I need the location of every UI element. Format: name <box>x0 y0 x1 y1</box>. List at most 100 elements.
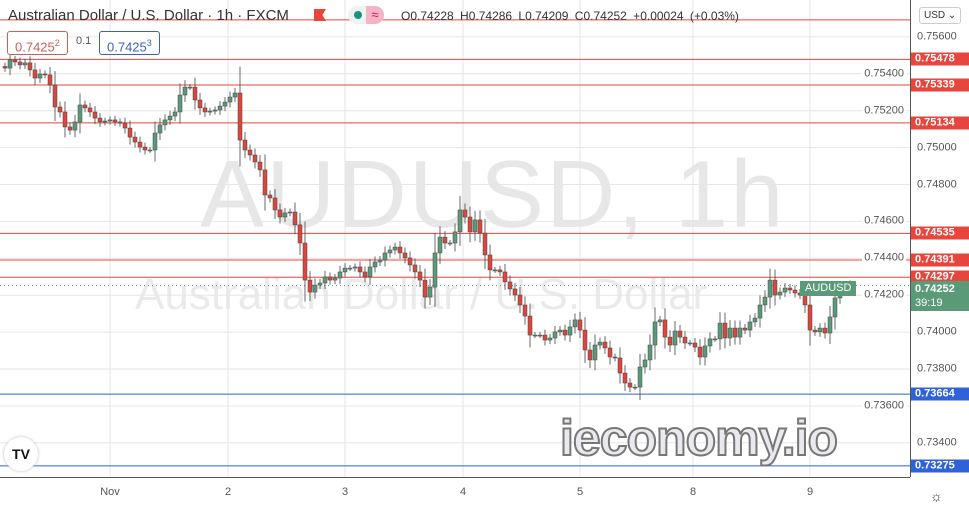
ieconomy-logo: ieconomy.io <box>559 409 839 467</box>
price-tick-label: 0.75000 <box>917 141 957 154</box>
candle-down <box>487 254 493 271</box>
bar-countdown: 39:19 <box>915 297 943 309</box>
candle-up <box>592 344 598 361</box>
buy-price: 0.7425 <box>107 39 147 55</box>
candle-up <box>537 334 543 337</box>
symbol-title[interactable]: Australian Dollar / U.S. Dollar · 1h · F… <box>8 7 289 24</box>
candle-down <box>327 276 333 281</box>
resistance-level-label: 0.75339 <box>911 78 969 92</box>
candle-up <box>7 59 13 69</box>
candle-down <box>502 271 508 283</box>
candle-up <box>392 246 398 251</box>
candle-down <box>527 315 533 336</box>
candle-up <box>647 344 653 361</box>
candle-down <box>562 329 568 336</box>
candle-up <box>342 267 348 273</box>
time-tick-label: 5 <box>576 486 584 498</box>
candle-down <box>57 106 63 113</box>
resistance-level-label: 0.74391 <box>911 253 969 267</box>
candle-down <box>82 104 88 109</box>
candle-up <box>352 266 358 269</box>
candle-up <box>37 73 43 79</box>
candle-up <box>77 104 83 123</box>
time-tick-label: Nov <box>100 486 120 498</box>
candle-up <box>152 132 158 151</box>
candle-down <box>242 139 248 151</box>
time-tick-label: 4 <box>459 486 467 498</box>
theme-toggle-icon[interactable]: ☼ <box>930 488 943 504</box>
candle-up <box>282 212 288 218</box>
candle-down <box>462 209 468 218</box>
candle-up <box>737 327 743 338</box>
candle-down <box>292 211 298 226</box>
buy-price-pip: 3 <box>146 38 152 48</box>
candle-down <box>512 288 518 296</box>
flag-icon[interactable] <box>314 9 326 21</box>
price-tick-label: 0.73400 <box>917 436 957 449</box>
candle-up <box>172 111 178 117</box>
candle-down <box>357 266 363 273</box>
candle-up <box>637 366 643 388</box>
ohlc-readout: O0.74228 H0.74286 L0.74209 C0.74252 +0.0… <box>401 9 739 23</box>
chart-plot-area[interactable]: AUDUSD, 1h Australian Dollar / U.S. Doll… <box>0 0 910 477</box>
candle-down <box>507 281 513 290</box>
candle-up <box>777 291 783 296</box>
candle-up <box>657 319 663 323</box>
candle-up <box>182 86 188 96</box>
candle-down <box>587 349 593 361</box>
time-tick-label: 9 <box>806 486 814 498</box>
candle-down <box>122 122 128 129</box>
candle-down <box>677 330 683 338</box>
tradingview-logo[interactable]: TV <box>4 437 38 471</box>
price-tick-label: 0.75400 <box>862 67 906 81</box>
candle-up <box>642 359 648 368</box>
candle-up <box>547 337 553 341</box>
candle-up <box>187 86 193 89</box>
candle-down <box>47 74 53 86</box>
candle-down <box>42 73 48 76</box>
candle-down <box>32 69 38 79</box>
currency-dropdown[interactable]: USD ⌄ <box>919 7 962 24</box>
candle-down <box>802 294 808 306</box>
candle-down <box>132 136 138 143</box>
candle-up <box>347 267 353 270</box>
candle-up <box>452 231 458 244</box>
spread-value: 0.1 <box>76 35 92 47</box>
candle-down <box>97 117 103 123</box>
candle-down <box>612 356 618 359</box>
candle-down <box>92 111 98 119</box>
candle-down <box>52 84 58 108</box>
candle-down <box>267 194 273 199</box>
price-tick-label: 0.74200 <box>862 288 906 302</box>
candle-up <box>317 282 323 286</box>
candle-up <box>767 279 773 298</box>
support-level-label: 0.73664 <box>911 387 969 401</box>
time-axis[interactable]: Nov 2 3 4 5 8 9 <box>0 477 910 507</box>
candle-up <box>652 321 658 346</box>
price-axis[interactable]: 0.75600 0.75000 0.74800 0.74000 0.73800 0.734… <box>910 0 969 477</box>
candle-up <box>702 345 708 358</box>
buy-button[interactable]: 0.74253 <box>99 31 160 55</box>
candle-up <box>217 105 223 111</box>
sell-price: 0.7425 <box>15 39 55 55</box>
candle-up <box>717 322 723 340</box>
candle-up <box>552 331 558 339</box>
resistance-level-label: 0.74535 <box>911 226 969 240</box>
sell-button[interactable]: 0.74252 <box>7 31 68 55</box>
candle-up <box>827 316 833 334</box>
candle-up <box>457 209 463 233</box>
candle-up <box>222 101 228 107</box>
market-status-pill[interactable]: ≈ <box>348 6 384 24</box>
candle-up <box>232 92 238 98</box>
candle-down <box>202 107 208 113</box>
candle-down <box>67 126 73 131</box>
candle-up <box>707 338 713 347</box>
candle-up <box>382 252 388 261</box>
candle-down <box>2 66 8 69</box>
symbol-price-tag: AUDUSD <box>800 281 857 296</box>
candle-up <box>712 338 718 341</box>
candle-up <box>177 94 183 113</box>
candle-up <box>432 252 438 288</box>
last-price-value: 0.74252 <box>915 283 955 295</box>
candle-down <box>307 279 313 293</box>
